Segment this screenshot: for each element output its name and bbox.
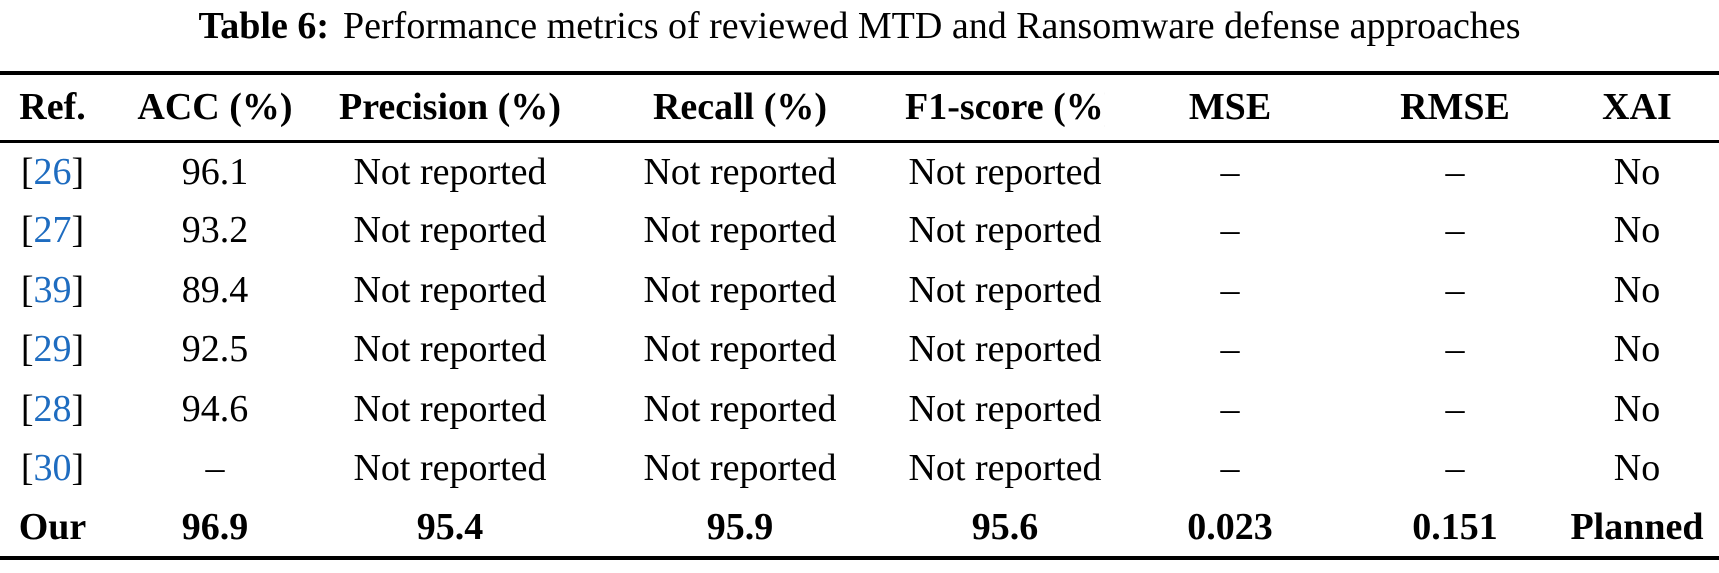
- f1-cell: 95.6: [971, 505, 1039, 548]
- mse-cell: –: [1220, 328, 1240, 371]
- recall-cell: Not reported: [643, 209, 837, 252]
- f1-cell: Not reported: [908, 387, 1102, 430]
- citation-bracket: [: [20, 328, 34, 371]
- mse-cell: –: [1220, 447, 1240, 490]
- ref-cell: [26]: [0, 141, 105, 201]
- ref-cell: [39]: [0, 260, 105, 320]
- f1-cell: Not reported: [908, 209, 1102, 252]
- citation-bracket: ]: [71, 387, 85, 430]
- precision-cell: Not reported: [353, 268, 547, 311]
- table-caption: Table 6: Performance metrics of reviewed …: [0, 0, 1719, 46]
- xai-cell: No: [1613, 150, 1661, 193]
- citation-bracket: [: [20, 209, 34, 252]
- table-row: [29] 92.5 Not reported Not reported Not …: [0, 320, 1719, 380]
- acc-cell: –: [205, 447, 225, 490]
- ref-cell: [28]: [0, 379, 105, 439]
- citation-bracket: [: [20, 150, 34, 193]
- citation-link[interactable]: 30: [33, 447, 72, 490]
- xai-cell: No: [1613, 209, 1661, 252]
- recall-cell: Not reported: [643, 150, 837, 193]
- col-header-rmse: RMSE: [1355, 73, 1555, 143]
- citation-bracket: ]: [71, 150, 85, 193]
- col-header-xai: XAI: [1555, 73, 1719, 143]
- precision-cell: Not reported: [353, 150, 547, 193]
- col-header-f1: F1-score (%): [905, 73, 1105, 143]
- ref-cell: [29]: [0, 320, 105, 380]
- col-header-mse: MSE: [1105, 73, 1355, 143]
- acc-cell: 92.5: [181, 328, 249, 371]
- citation-bracket: ]: [71, 268, 85, 311]
- precision-cell: Not reported: [353, 209, 547, 252]
- precision-cell: Not reported: [353, 447, 547, 490]
- rmse-cell: –: [1445, 328, 1465, 371]
- rmse-cell: –: [1445, 268, 1465, 311]
- col-header-acc: ACC (%): [105, 73, 325, 143]
- recall-cell: Not reported: [643, 328, 837, 371]
- mse-cell: –: [1220, 150, 1240, 193]
- table-row: [30] – Not reported Not reported Not rep…: [0, 439, 1719, 499]
- table-row: [28] 94.6 Not reported Not reported Not …: [0, 379, 1719, 439]
- acc-cell: 94.6: [181, 387, 249, 430]
- citation-bracket: [: [20, 268, 34, 311]
- citation-bracket: ]: [71, 209, 85, 252]
- rmse-cell: –: [1445, 209, 1465, 252]
- precision-cell: 95.4: [416, 505, 484, 548]
- recall-cell: 95.9: [706, 505, 774, 548]
- acc-cell: 96.1: [181, 150, 249, 193]
- header-row: Ref. ACC (%) Precision (%) Recall (%) F1…: [0, 73, 1719, 143]
- caption-text: Performance metrics of reviewed MTD and …: [343, 5, 1521, 47]
- mse-cell: –: [1220, 268, 1240, 311]
- acc-cell: 93.2: [181, 209, 249, 252]
- rmse-cell: –: [1445, 387, 1465, 430]
- table-row: [27] 93.2 Not reported Not reported Not …: [0, 201, 1719, 261]
- citation-bracket: [: [20, 387, 34, 430]
- mse-cell: –: [1220, 387, 1240, 430]
- ref-cell-our: Our: [18, 505, 87, 548]
- xai-cell: No: [1613, 328, 1661, 371]
- xai-cell: No: [1613, 387, 1661, 430]
- recall-cell: Not reported: [643, 447, 837, 490]
- table-row: [26] 96.1 Not reported Not reported Not …: [0, 141, 1719, 201]
- citation-bracket: [: [20, 447, 34, 490]
- xai-cell: No: [1613, 447, 1661, 490]
- f1-cell: Not reported: [908, 150, 1102, 193]
- precision-cell: Not reported: [353, 328, 547, 371]
- rmse-cell: –: [1445, 150, 1465, 193]
- xai-cell: Planned: [1570, 505, 1704, 548]
- our-approach-row: Our 96.9 95.4 95.9 95.6 0.023 0.151 Plan…: [0, 498, 1719, 558]
- f1-cell: Not reported: [908, 268, 1102, 311]
- col-header-ref: Ref.: [0, 73, 105, 143]
- f1-cell: Not reported: [908, 447, 1102, 490]
- acc-cell: 89.4: [181, 268, 249, 311]
- rmse-cell: –: [1445, 447, 1465, 490]
- recall-cell: Not reported: [643, 268, 837, 311]
- col-header-precision: Precision (%): [325, 73, 575, 143]
- citation-link[interactable]: 27: [33, 209, 72, 252]
- recall-cell: Not reported: [643, 387, 837, 430]
- acc-cell: 96.9: [181, 505, 249, 548]
- rmse-cell: 0.151: [1412, 505, 1498, 548]
- ref-cell: [30]: [0, 439, 105, 499]
- ref-cell: [27]: [0, 201, 105, 261]
- metrics-table: Ref. ACC (%) Precision (%) Recall (%) F1…: [0, 71, 1719, 560]
- citation-link[interactable]: 39: [33, 268, 72, 311]
- mse-cell: 0.023: [1187, 505, 1273, 548]
- precision-cell: Not reported: [353, 387, 547, 430]
- table-row: [39] 89.4 Not reported Not reported Not …: [0, 260, 1719, 320]
- citation-bracket: ]: [71, 328, 85, 371]
- citation-bracket: ]: [71, 447, 85, 490]
- f1-cell: Not reported: [908, 328, 1102, 371]
- mse-cell: –: [1220, 209, 1240, 252]
- citation-link[interactable]: 26: [33, 150, 72, 193]
- col-header-recall: Recall (%): [575, 73, 905, 143]
- caption-label: Table 6:: [198, 5, 330, 47]
- xai-cell: No: [1613, 268, 1661, 311]
- citation-link[interactable]: 28: [33, 387, 72, 430]
- citation-link[interactable]: 29: [33, 328, 72, 371]
